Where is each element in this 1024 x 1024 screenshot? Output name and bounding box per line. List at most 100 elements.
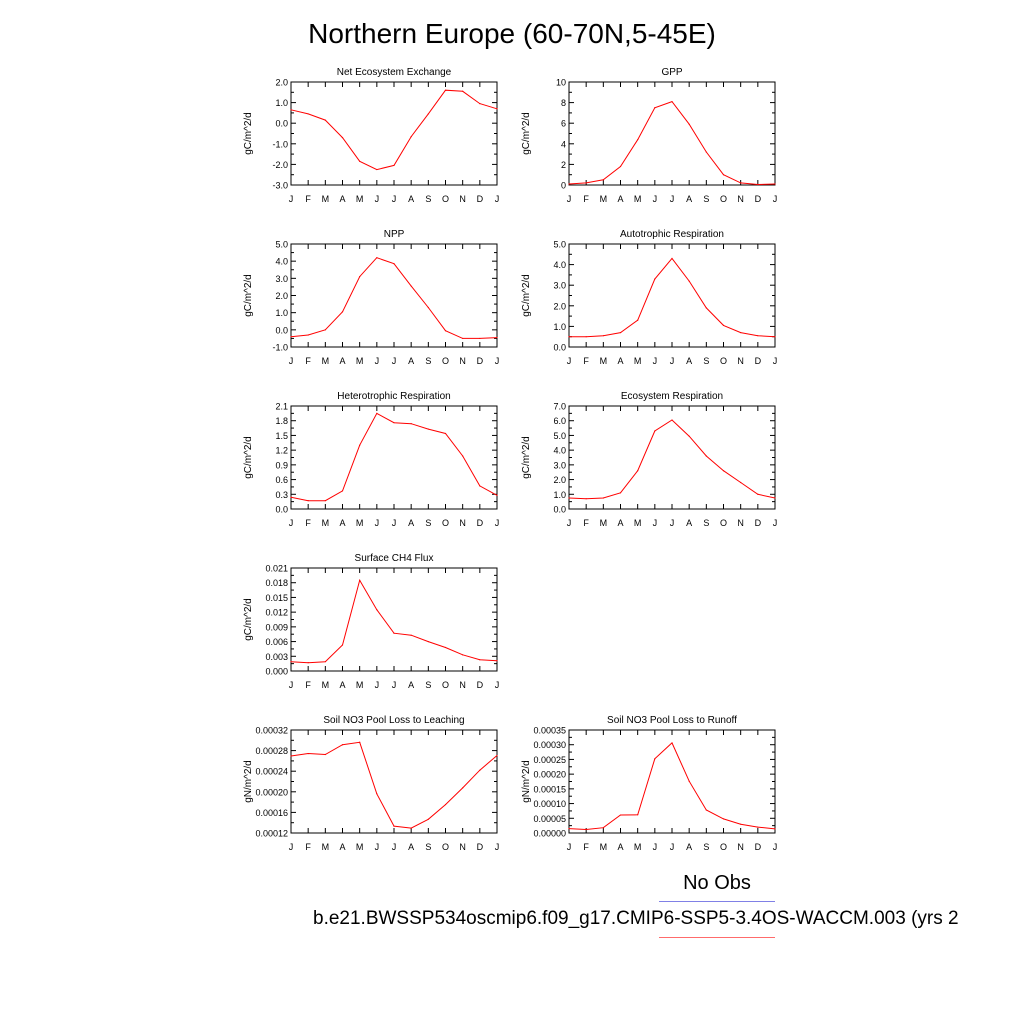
x-tick-label: D bbox=[477, 356, 484, 366]
chart-title: Net Ecosystem Exchange bbox=[337, 67, 452, 78]
data-point bbox=[479, 769, 481, 771]
data-point bbox=[654, 278, 656, 280]
y-tick-label: 2.0 bbox=[553, 475, 566, 485]
data-point bbox=[585, 828, 587, 831]
x-tick-label: O bbox=[442, 842, 449, 852]
data-point bbox=[722, 470, 725, 472]
data-point bbox=[376, 609, 378, 611]
y-tick-label: 0.0 bbox=[275, 119, 288, 129]
y-tick-label: 0.018 bbox=[265, 578, 288, 588]
y-tick-label: 0.00028 bbox=[255, 746, 288, 756]
x-tick-label: N bbox=[459, 356, 466, 366]
y-tick-label: 2.0 bbox=[553, 301, 566, 311]
data-point bbox=[376, 412, 378, 414]
data-point bbox=[671, 100, 673, 103]
x-tick-label: J bbox=[495, 194, 500, 204]
y-tick-label: 4.0 bbox=[553, 446, 566, 456]
y-tick-label: 1.0 bbox=[553, 322, 566, 332]
data-point bbox=[410, 285, 412, 287]
plot-frame bbox=[568, 729, 776, 834]
x-tick-label: J bbox=[289, 356, 294, 366]
x-tick-label: J bbox=[653, 518, 658, 528]
x-tick-label: F bbox=[305, 356, 311, 366]
data-point bbox=[619, 814, 622, 816]
data-point bbox=[427, 428, 429, 430]
x-tick-label: J bbox=[392, 356, 397, 366]
x-tick-label: A bbox=[408, 518, 414, 528]
x-tick-label: S bbox=[425, 680, 431, 690]
y-tick-label: 2.0 bbox=[275, 291, 288, 301]
y-tick-label: -1.0 bbox=[272, 139, 288, 149]
chart-panel: Autotrophic Respiration gC/m^2/d 0.0 1.0 2.0… bbox=[521, 229, 777, 366]
y-axis-label: gC/m^2/d bbox=[243, 598, 254, 641]
data-point bbox=[427, 306, 429, 309]
data-point bbox=[376, 168, 378, 171]
x-tick-label: J bbox=[670, 194, 675, 204]
x-tick-label: F bbox=[583, 194, 589, 204]
x-tick-label: J bbox=[773, 842, 778, 852]
data-point bbox=[705, 809, 707, 811]
x-tick-label: M bbox=[322, 842, 330, 852]
x-tick-label: J bbox=[567, 842, 572, 852]
x-tick-label: A bbox=[408, 680, 414, 690]
data-point bbox=[290, 109, 292, 111]
data-point bbox=[496, 494, 498, 496]
y-axis-label: gC/m^2/d bbox=[243, 436, 254, 479]
data-point bbox=[462, 90, 464, 92]
y-tick-label: 0.00005 bbox=[533, 814, 566, 824]
x-tick-label: J bbox=[392, 518, 397, 528]
x-tick-label: J bbox=[289, 842, 294, 852]
y-tick-label: 0.00012 bbox=[255, 829, 288, 839]
y-tick-label: -2.0 bbox=[272, 160, 288, 170]
y-tick-label: 0.6 bbox=[275, 475, 288, 485]
plot-frame bbox=[290, 405, 498, 510]
y-tick-label: 6 bbox=[561, 119, 566, 129]
y-tick-label: 4.0 bbox=[553, 260, 566, 270]
data-point bbox=[585, 498, 587, 500]
x-tick-label: M bbox=[634, 194, 642, 204]
data-point bbox=[359, 579, 361, 581]
y-tick-label: 1.2 bbox=[275, 446, 288, 456]
x-tick-label: D bbox=[477, 680, 484, 690]
data-point bbox=[722, 324, 725, 326]
chart-title: Heterotrophic Respiration bbox=[337, 391, 450, 402]
x-tick-label: M bbox=[600, 194, 608, 204]
data-point bbox=[757, 335, 759, 337]
series-line bbox=[568, 101, 776, 186]
y-tick-label: 5.0 bbox=[553, 431, 566, 441]
data-point bbox=[324, 329, 326, 331]
chart-panel: Soil NO3 Pool Loss to RunoffgN/m^2/d0.00… bbox=[521, 715, 777, 852]
x-tick-label: O bbox=[720, 518, 727, 528]
data-point bbox=[341, 311, 344, 313]
x-tick-label: O bbox=[442, 518, 449, 528]
x-tick-label: A bbox=[408, 842, 414, 852]
data-point bbox=[568, 336, 570, 338]
data-point bbox=[393, 632, 395, 634]
data-point bbox=[774, 183, 776, 185]
x-tick-label: F bbox=[305, 842, 311, 852]
data-point bbox=[722, 818, 725, 820]
x-tick-label: O bbox=[720, 356, 727, 366]
x-tick-label: N bbox=[459, 194, 466, 204]
x-tick-label: M bbox=[356, 680, 364, 690]
legend-case-label: b.e21.BWSSP534oscmip6.f09_g17.CMIP6-SSP5… bbox=[313, 908, 959, 929]
data-point bbox=[410, 827, 412, 829]
series-line bbox=[569, 257, 776, 338]
data-point bbox=[568, 827, 570, 830]
data-point bbox=[688, 123, 690, 125]
data-point bbox=[359, 444, 361, 446]
data-point bbox=[410, 634, 412, 636]
data-point bbox=[619, 331, 622, 334]
data-point bbox=[393, 825, 395, 827]
x-tick-label: A bbox=[339, 680, 345, 690]
x-tick-label: J bbox=[375, 518, 380, 528]
series-line bbox=[568, 742, 776, 831]
data-point bbox=[479, 337, 481, 340]
data-point bbox=[637, 814, 639, 816]
y-tick-label: 0.006 bbox=[265, 637, 288, 647]
data-point bbox=[359, 276, 361, 278]
data-point bbox=[324, 119, 326, 121]
data-point bbox=[307, 662, 309, 664]
y-tick-label: 10 bbox=[556, 78, 566, 88]
